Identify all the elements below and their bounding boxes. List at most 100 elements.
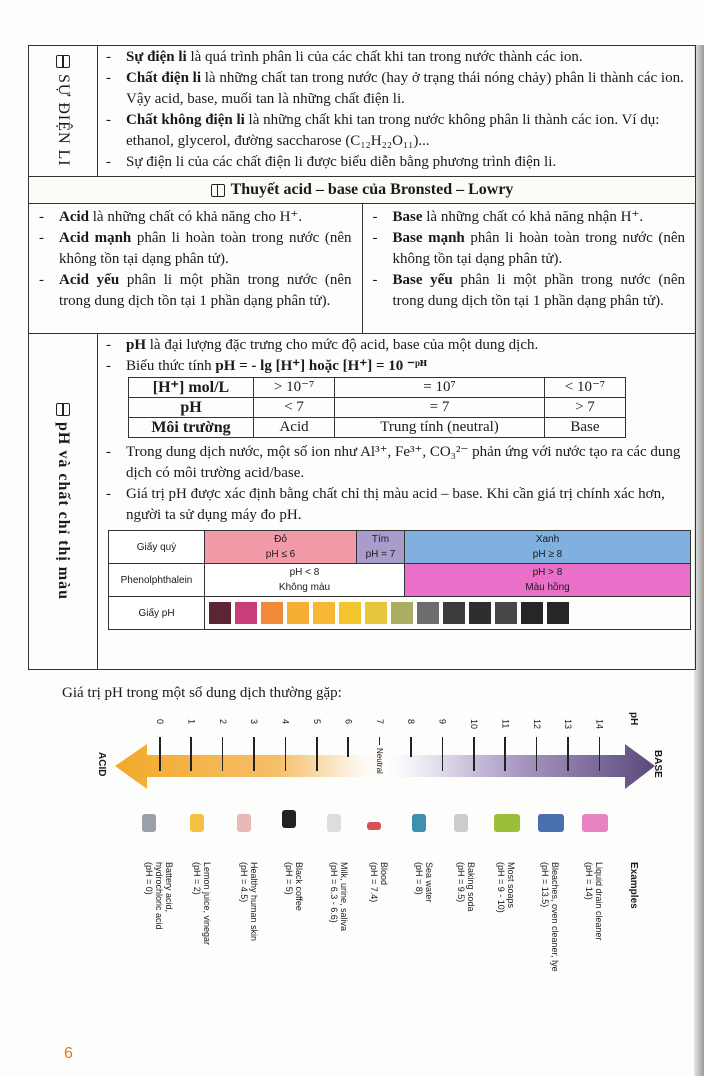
page-edge: [694, 45, 704, 1076]
term: Base: [392, 209, 423, 225]
neutral-label: Neutral: [375, 748, 384, 774]
tick-mark: [441, 737, 444, 771]
section-header: Thuyết acid – base của Bronsted – Lowry: [29, 177, 695, 204]
section-side: SỰ ĐIỆN LI: [29, 46, 98, 176]
section-ph: pH và chất chỉ thị màu - pH là đại lượng …: [29, 334, 695, 669]
list-item: - pH là đại lượng đặc trưng cho mức độ ac…: [106, 337, 539, 353]
ph-swatch: [417, 602, 439, 624]
ph-swatch: [261, 602, 283, 624]
term: Sự điện li: [126, 49, 187, 65]
ph-swatch: [443, 602, 465, 624]
example-icon: [454, 814, 468, 832]
table-cell: = 7: [334, 397, 545, 418]
section-electrolysis: SỰ ĐIỆN LI - Sự điện li là quá trình phân…: [29, 46, 695, 177]
example-label: Bleaches, oven cleaner, lye (pH = 13.5): [540, 862, 560, 972]
list-item: - Sự điện li của các chất điện li được bi…: [106, 154, 557, 170]
tick-label: 7: [374, 719, 385, 725]
tick-label: 12: [531, 719, 542, 730]
ph-swatch: [365, 602, 387, 624]
label-line: (pH = 6.3 - 6.6): [329, 862, 339, 923]
term: Chất điện li: [126, 70, 202, 86]
example-icon: [327, 814, 341, 832]
text: là những chất có khả năng nhận H⁺.: [422, 209, 644, 225]
table-cell: < 10⁻⁷: [543, 377, 627, 398]
ph-swatch: [521, 602, 543, 624]
text: phân li hoàn toàn trong nước (nên không …: [59, 230, 352, 267]
figure-caption: Giá trị pH trong một số dung dịch thường…: [62, 685, 342, 701]
example-label: Black coffee (pH = 5): [284, 862, 304, 911]
term: Base mạnh: [392, 230, 465, 246]
tick-label: 14: [594, 719, 605, 730]
tick-mark: [504, 737, 506, 771]
tick-mark: [159, 737, 161, 771]
table-cell: > 7: [543, 397, 627, 418]
label-line: Milk, urine, saliva: [339, 862, 349, 932]
page-number: 6: [64, 1045, 73, 1062]
label-line: Most soaps: [506, 862, 516, 909]
ph-swatch: [391, 602, 413, 624]
term: Acid: [59, 209, 89, 225]
example-icon: [282, 810, 296, 828]
section-label: SỰ ĐIỆN LI: [55, 74, 72, 167]
term: Acid yếu: [59, 272, 120, 288]
tick-label: 0: [155, 719, 165, 725]
ph-swatch: [287, 602, 309, 624]
text: phân li hoàn toàn trong nước (nên không …: [392, 230, 686, 267]
table-cell: > 10⁻⁷: [252, 377, 336, 398]
ph-swatch: [235, 602, 257, 624]
list-item: - Biểu thức tính pH = - lg [H⁺] hoặc [H⁺]…: [106, 358, 427, 374]
text: Trong dung dịch nước, một số ion như Al³…: [126, 444, 681, 481]
ph-table: [H⁺] mol/L > 10⁻⁷ = 10⁷ < 10⁻⁷ pH < 7 = 7 > 7 Mô…: [128, 377, 627, 438]
tick-mark: [190, 737, 192, 771]
summary-table: SỰ ĐIỆN LI - Sự điện li là quá trình phân…: [28, 45, 696, 670]
list-item: - Base là những chất có khả năng nhận H⁺.: [372, 209, 644, 225]
ph-swatch: [313, 602, 335, 624]
example-label: Most soaps (pH = 9 - 10): [496, 862, 516, 913]
list-item: - Trong dung dịch nước, một số ion như Al…: [106, 442, 687, 484]
tick-mark: [535, 737, 538, 771]
tick-label: 5: [312, 719, 322, 725]
example-icon: [142, 814, 156, 832]
term: Base yếu: [392, 272, 453, 288]
phenol-label: Phenolphthalein: [108, 563, 205, 597]
list-item: - Acid là những chất có khả năng cho H⁺.: [39, 209, 303, 225]
table-cell: Trung tính (neutral): [334, 417, 545, 438]
label-line: hydrochloric acid: [154, 862, 164, 930]
tick-mark: [284, 737, 287, 771]
label-line: Liquid drain cleaner: [594, 862, 604, 941]
phenol-colorless: pH < 8 Không màu: [204, 563, 405, 597]
ph-swatch: [209, 602, 231, 624]
example-icon: [367, 822, 381, 830]
litmus-red: Đỏ pH ≤ 6: [204, 530, 357, 564]
table-row: Môi trường Acid Trung tính (neutral) Base: [128, 417, 627, 438]
ph-paper-swatches: [204, 596, 691, 630]
book-icon: [56, 402, 70, 416]
example-label: Baking soda (pH = 9.5): [456, 862, 476, 912]
example-label: Battery acid, hydrochloric acid (pH = 0): [144, 862, 174, 930]
label-line: (pH = 13.5): [540, 862, 550, 908]
table-cell: Môi trường: [128, 417, 254, 438]
label-line: (pH = 4.5): [239, 862, 249, 903]
acid-column: - Acid là những chất có khả năng cho H⁺. -…: [29, 204, 363, 333]
example-label: Lemon juice, vinegar (pH = 2): [192, 862, 212, 945]
text: phân li một phần trong nước (nên trong d…: [59, 272, 352, 309]
text: Giá trị pH được xác định bằng chất chỉ t…: [126, 486, 665, 523]
tick-label: 8: [406, 719, 417, 725]
text: là đại lượng đặc trưng cho mức độ acid, …: [146, 337, 539, 353]
label-line: Battery acid,: [164, 862, 174, 913]
example-icon: [538, 814, 564, 832]
tick-label: 4: [280, 719, 291, 725]
book-icon: [56, 55, 70, 69]
label-line: Sea water: [424, 862, 434, 903]
litmus-purple: Tím pH = 7: [356, 530, 405, 564]
label-line: Baking soda: [466, 862, 476, 912]
example-label: Sea water (pH = 8): [414, 862, 434, 903]
list-item: - Sự điện li là quá trình phân li của các…: [106, 49, 583, 65]
tick-label: 10: [469, 719, 479, 730]
table-cell: [H⁺] mol/L: [128, 377, 254, 398]
tick-label: 1: [186, 719, 197, 725]
label-line: (pH = 14): [584, 862, 594, 900]
tick-label: 3: [249, 719, 260, 725]
list-item: - Giá trị pH được xác định bằng chất chỉ …: [106, 484, 687, 526]
